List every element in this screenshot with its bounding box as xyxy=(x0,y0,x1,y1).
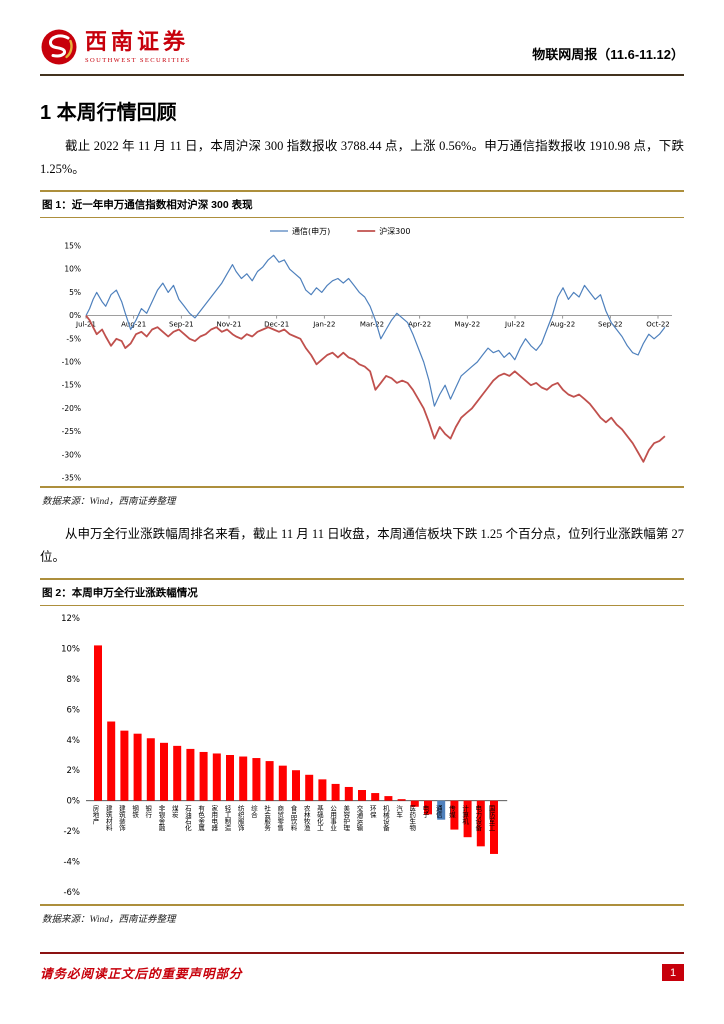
svg-text:Dec-21: Dec-21 xyxy=(264,321,289,329)
svg-text:社会服务: 社会服务 xyxy=(263,803,271,832)
page-header: 西南证券 SOUTHWEST SECURITIES 物联网周报（11.6-11.… xyxy=(40,28,684,76)
svg-text:综合: 综合 xyxy=(249,803,257,819)
svg-text:Jan-22: Jan-22 xyxy=(312,321,335,329)
svg-text:0%: 0% xyxy=(67,797,81,807)
brand-logo: 西南证券 SOUTHWEST SECURITIES xyxy=(40,28,191,66)
report-title: 物联网周报（11.6-11.12） xyxy=(532,47,684,62)
svg-text:May-22: May-22 xyxy=(454,321,480,329)
figure-1: 图 1：近一年申万通信指数相对沪深 300 表现 15% 10% 5% 0% -5% -1… xyxy=(40,190,684,513)
figure-2-title: 图 2：本周申万全行业涨跌幅情况 xyxy=(40,578,684,606)
page-footer: 请务必阅读正文后的重要声明部分 1 xyxy=(40,952,684,982)
svg-text:国防军工: 国防军工 xyxy=(487,804,495,831)
svg-text:5%: 5% xyxy=(69,288,81,297)
svg-text:15%: 15% xyxy=(64,242,81,251)
svg-text:通信(申万): 通信(申万) xyxy=(292,226,330,236)
svg-text:Apr-22: Apr-22 xyxy=(408,321,431,329)
svg-text:轻工制造: 轻工制造 xyxy=(223,803,231,832)
svg-text:沪深300: 沪深300 xyxy=(379,226,410,236)
svg-text:2%: 2% xyxy=(67,766,81,776)
svg-text:-30%: -30% xyxy=(62,450,81,459)
figure-1-source: 数据来源：Wind，西南证券整理 xyxy=(42,497,176,507)
section-heading: 1 本周行情回顾 xyxy=(40,102,177,124)
svg-text:-4%: -4% xyxy=(63,858,80,868)
svg-text:电力设备: 电力设备 xyxy=(474,803,482,832)
figure-2-chart-area: 12% 10% 8% 6% 4% 2% 0% -2% -4% -6% 房地产 建筑材料 建筑装饰 钢铁 银行… xyxy=(40,606,684,906)
southwest-securities-swirl-icon xyxy=(41,29,77,65)
brand-name-en: SOUTHWEST SECURITIES xyxy=(85,56,191,64)
svg-text:8%: 8% xyxy=(67,675,81,685)
svg-text:房地产: 房地产 xyxy=(91,803,99,825)
brand-name-cn: 西南证券 xyxy=(85,28,190,54)
svg-text:Jul-21: Jul-21 xyxy=(75,321,96,329)
svg-text:基础化工: 基础化工 xyxy=(315,803,323,831)
figure-2: 图 2：本周申万全行业涨跌幅情况 12% 10% 8% 6% 4% 2% 0% -2% -4% -… xyxy=(40,578,684,931)
svg-text:通信: 通信 xyxy=(434,803,442,819)
svg-text:0%: 0% xyxy=(69,311,81,320)
svg-text:非银金融: 非银金融 xyxy=(157,803,165,832)
svg-text:-15%: -15% xyxy=(62,381,81,390)
svg-text:环保: 环保 xyxy=(368,804,376,819)
line-chart: 15% 10% 5% 0% -5% -10% -15% -20% -25% -30% -35% Jul… xyxy=(62,226,672,483)
svg-text:银行: 银行 xyxy=(144,803,152,819)
svg-text:计算机: 计算机 xyxy=(461,803,469,825)
svg-text:6%: 6% xyxy=(67,705,81,715)
svg-text:Mar-22: Mar-22 xyxy=(360,321,384,329)
footer-disclaimer: 请务必阅读正文后的重要声明部分 xyxy=(40,967,243,981)
svg-text:-5%: -5% xyxy=(66,334,81,343)
svg-text:传媒: 传媒 xyxy=(447,803,455,819)
bar-chart: 12% 10% 8% 6% 4% 2% 0% -2% -4% -6% 房地产 建筑材料 建筑装饰 钢铁 银行… xyxy=(61,614,508,898)
svg-text:建筑装饰: 建筑装饰 xyxy=(117,803,125,832)
svg-text:煤炭: 煤炭 xyxy=(170,803,178,819)
svg-text:石油石化: 石油石化 xyxy=(183,804,191,832)
svg-text:农林牧渔: 农林牧渔 xyxy=(302,803,310,832)
svg-text:公用事业: 公用事业 xyxy=(329,805,337,831)
svg-text:电子: 电子 xyxy=(421,803,429,818)
svg-text:建筑材料: 建筑材料 xyxy=(104,803,112,832)
svg-text:食品饮料: 食品饮料 xyxy=(289,803,297,832)
svg-text:Nov-21: Nov-21 xyxy=(217,321,242,329)
svg-text:机械设备: 机械设备 xyxy=(381,803,389,832)
brand-text: 西南证券 SOUTHWEST SECURITIES xyxy=(85,28,191,64)
svg-text:美容护理: 美容护理 xyxy=(342,803,350,831)
svg-text:-2%: -2% xyxy=(63,827,80,837)
svg-text:有色金属: 有色金属 xyxy=(197,803,205,832)
svg-text:-35%: -35% xyxy=(62,474,81,483)
svg-text:汽车: 汽车 xyxy=(395,803,403,819)
svg-text:商贸零售: 商贸零售 xyxy=(276,803,284,832)
svg-text:12%: 12% xyxy=(61,614,80,624)
paragraph-industry-rank: 从申万全行业涨跌幅周排名来看，截止 11 月 11 日收盘，本周通信板块下跌 1… xyxy=(40,527,684,564)
svg-text:4%: 4% xyxy=(67,736,81,746)
svg-text:10%: 10% xyxy=(64,265,81,274)
svg-text:家用电器: 家用电器 xyxy=(210,803,218,832)
svg-text:10%: 10% xyxy=(61,644,80,654)
figure-2-source: 数据来源：Wind，西南证券整理 xyxy=(42,915,176,925)
paragraph-market-review: 截止 2022 年 11 月 11 日，本周沪深 300 指数报收 3788.4… xyxy=(40,139,684,176)
svg-text:纺织服饰: 纺织服饰 xyxy=(236,803,244,832)
svg-text:-10%: -10% xyxy=(62,358,81,367)
svg-text:-20%: -20% xyxy=(62,404,81,413)
svg-text:-6%: -6% xyxy=(63,888,80,898)
page-number-badge: 1 xyxy=(662,964,684,981)
svg-text:Jul-22: Jul-22 xyxy=(504,321,525,329)
svg-text:医药生物: 医药生物 xyxy=(408,804,416,832)
svg-text:-25%: -25% xyxy=(62,427,81,436)
svg-text:Oct-22: Oct-22 xyxy=(646,321,670,329)
svg-text:交通运输: 交通运输 xyxy=(355,803,363,832)
svg-text:Aug-22: Aug-22 xyxy=(550,321,575,329)
svg-text:Sep-22: Sep-22 xyxy=(598,321,623,329)
figure-1-chart-area: 15% 10% 5% 0% -5% -10% -15% -20% -25% -30% -35% Jul… xyxy=(40,218,684,488)
svg-text:Sep-21: Sep-21 xyxy=(169,321,194,329)
svg-text:钢铁: 钢铁 xyxy=(131,804,139,819)
figure-1-title: 图 1：近一年申万通信指数相对沪深 300 表现 xyxy=(40,190,684,218)
